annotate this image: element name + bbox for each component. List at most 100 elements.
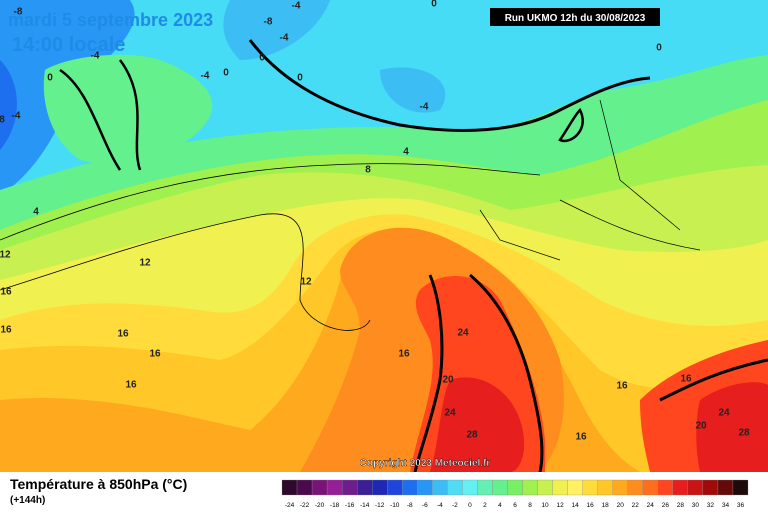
contour-label: 24 (457, 328, 469, 339)
scale-swatch (417, 479, 433, 496)
scale-label: 16 (587, 502, 595, 509)
scale-swatch (537, 479, 553, 496)
legend-title: Température à 850hPa (°C) (10, 476, 187, 492)
run-box (490, 8, 660, 26)
contour-label: 16 (680, 374, 692, 385)
scale-swatch (387, 479, 403, 496)
contour-label: 0 (431, 0, 437, 10)
color-scale: -24 -22 -20 -18 -16 -14 -12 -10 -8 -6 -4 -2 0 2 4 6 8 10 1… (281, 479, 749, 509)
contour-label: -8 (264, 17, 273, 28)
run-info: Run UKMO 12h du 30/08/2023 (505, 13, 646, 24)
scale-label: 10 (541, 502, 549, 509)
scale-swatch (732, 479, 749, 496)
contour-label: 16 (0, 287, 12, 298)
scale-swatch (522, 479, 538, 496)
contour-label: 8 (365, 165, 371, 176)
scale-label: 26 (662, 502, 670, 509)
scale-label: -24 (285, 502, 295, 509)
contour-label: 0 (47, 73, 53, 84)
scale-swatch (507, 479, 523, 496)
scale-label: -12 (375, 502, 385, 509)
scale-label: -18 (330, 502, 340, 509)
scale-swatch (477, 479, 493, 496)
scale-label: 8 (528, 502, 532, 509)
scale-label: -4 (437, 502, 443, 509)
contour-label: -4 (280, 33, 289, 44)
contour-label: 24 (444, 408, 456, 419)
scale-swatch (492, 479, 508, 496)
scale-swatch (447, 479, 463, 496)
scale-label: 20 (617, 502, 625, 509)
scale-label: -16 (345, 502, 355, 509)
contour-label: 4 (33, 207, 39, 218)
contour-label: 28 (466, 430, 478, 441)
scale-swatch (612, 479, 628, 496)
contour-label: 16 (398, 349, 410, 360)
contour-label: 0 (223, 68, 229, 79)
scale-label: 32 (707, 502, 715, 509)
contour-label: -4 (91, 51, 100, 62)
contour-label: 12 (0, 250, 11, 261)
contour-label: 16 (616, 381, 628, 392)
scale-label: -20 (315, 502, 325, 509)
scale-label: 0 (468, 502, 472, 509)
scale-label: 24 (647, 502, 655, 509)
scale-label: 30 (692, 502, 700, 509)
scale-swatch (372, 479, 388, 496)
scale-label: -14 (360, 502, 370, 509)
contour-label: 8 (0, 115, 5, 126)
scale-swatch (657, 479, 673, 496)
scale-swatch (296, 479, 313, 496)
scale-label: -22 (300, 502, 310, 509)
forecast-date: mardi 5 septembre 2023 (8, 10, 213, 30)
contour-label: 20 (695, 421, 707, 432)
contour-label: 28 (738, 428, 750, 439)
scale-swatch (567, 479, 583, 496)
scale-swatch (311, 479, 328, 496)
contours (0, 39, 768, 473)
scale-label: 4 (498, 502, 502, 509)
contour-label: 0 (259, 53, 265, 64)
contour-label: -4 (420, 102, 429, 113)
scale-swatch (702, 479, 719, 496)
scale-label: 2 (483, 502, 487, 509)
scale-swatch (687, 479, 704, 496)
scale-label: 36 (737, 502, 745, 509)
scale-swatch (432, 479, 448, 496)
scale-swatch (341, 479, 358, 496)
contour-label: 4 (403, 147, 409, 158)
scale-label: 28 (677, 502, 685, 509)
contour-label: -4 (201, 71, 210, 82)
contour-label: 16 (117, 329, 129, 340)
lead-time: (+144h) (10, 495, 45, 506)
contour-label: 16 (125, 380, 137, 391)
contour-label: -4 (12, 111, 21, 122)
scale-label: 18 (602, 502, 610, 509)
contour-label: 12 (300, 277, 312, 288)
contour-label: 0 (656, 43, 662, 54)
contour-label: 16 (575, 432, 587, 443)
scale-label: -10 (390, 502, 400, 509)
scale-label: 12 (556, 502, 564, 509)
scale-swatch (672, 479, 689, 496)
scale-label: -8 (407, 502, 413, 509)
contour-label: -8 (14, 7, 23, 18)
contour-label: 0 (297, 73, 303, 84)
temperature-field (0, 0, 768, 472)
scale-swatch (552, 479, 568, 496)
scale-swatch (627, 479, 643, 496)
contour-label: 12 (139, 258, 151, 269)
scale-swatch (642, 479, 658, 496)
scale-label: 34 (722, 502, 730, 509)
contour-labels: -8 -4 0 -8 -4 -4 0 -4 0 0 0 0 -4 -4 8 4 8 4 12 12 12 16 16 16 16… (0, 0, 750, 443)
scale-swatch (717, 479, 734, 496)
scale-swatch (582, 479, 598, 496)
scale-swatch (597, 479, 613, 496)
scale-label: -6 (422, 502, 428, 509)
contour-label: -4 (292, 1, 301, 12)
contour-label: 16 (149, 349, 161, 360)
contour-label: 24 (718, 408, 730, 419)
scale-label: 22 (632, 502, 640, 509)
